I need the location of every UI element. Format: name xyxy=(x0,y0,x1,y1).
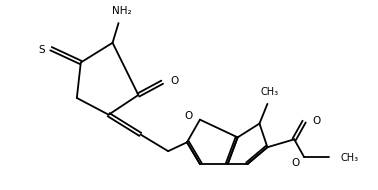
Text: O: O xyxy=(291,158,299,168)
Text: S: S xyxy=(39,45,45,55)
Text: O: O xyxy=(312,116,320,126)
Text: O: O xyxy=(170,76,178,86)
Text: CH₃: CH₃ xyxy=(341,153,359,163)
Text: O: O xyxy=(185,111,193,121)
Text: NH₂: NH₂ xyxy=(112,6,131,16)
Text: CH₃: CH₃ xyxy=(260,87,279,97)
